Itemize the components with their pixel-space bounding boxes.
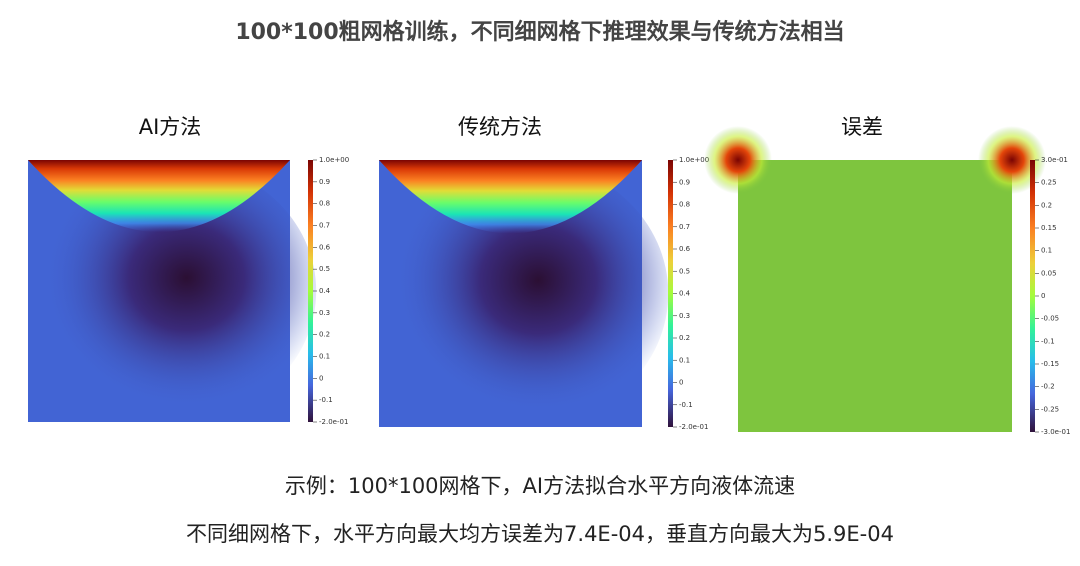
colorbar-label: -0.1 (679, 401, 693, 409)
colorbar-label: 0.5 (319, 265, 330, 273)
caption: 示例：100*100网格下，AI方法拟合水平方向液体流速 (285, 474, 795, 498)
colorbar-label: -0.15 (1041, 360, 1059, 368)
field-core (28, 160, 317, 422)
colorbar-label: -0.25 (1041, 405, 1059, 413)
colorbar-label: 0.2 (319, 331, 330, 339)
colorbar (1030, 160, 1035, 432)
colorbar-label: 0.6 (679, 245, 691, 253)
colorbar-label: 0.7 (319, 222, 330, 230)
colorbar-label: 0.1 (679, 356, 690, 364)
colorbar-label: 0.1 (319, 353, 330, 361)
field-top (379, 160, 642, 234)
colorbar-label: 0.8 (319, 200, 330, 208)
colorbar-label: 0.6 (319, 243, 331, 251)
caption: 不同细网格下，水平方向最大均方误差为7.4E-04，垂直方向最大为5.9E-04 (186, 522, 894, 546)
colorbar-label: 0.3 (319, 309, 330, 317)
colorbar-label: 0.1 (1041, 247, 1052, 255)
colorbar-label: 0 (679, 379, 683, 387)
error-plot (738, 160, 1012, 432)
colorbar-label: 0.05 (1041, 269, 1057, 277)
colorbar-label: -0.2 (1041, 383, 1055, 391)
colorbar-label: -3.0e-01 (1041, 428, 1070, 436)
error-corner (978, 126, 1046, 194)
colorbar-label: 0.15 (1041, 224, 1057, 232)
slide-title: 100*100粗网格训练，不同细网格下推理效果与传统方法相当 (235, 19, 844, 45)
colorbar-label: 0.4 (679, 290, 691, 298)
colorbar-label: 0.25 (1041, 179, 1057, 187)
colorbar-label: 0.2 (1041, 201, 1052, 209)
colorbar-label: 0.4 (319, 287, 331, 295)
colorbar (668, 160, 673, 427)
colorbar-label: -0.1 (319, 396, 333, 404)
panel-title: AI方法 (139, 115, 202, 139)
colorbar (308, 160, 313, 422)
colorbar-label: 0.9 (679, 178, 690, 186)
field-core (379, 160, 669, 427)
panel-title: 误差 (841, 115, 883, 139)
colorbar-label: -2.0e-01 (679, 423, 708, 431)
colorbar-label: 0 (1041, 292, 1045, 300)
colorbar-label: 0.2 (679, 334, 690, 342)
colorbar-label: -2.0e-01 (319, 418, 348, 426)
colorbar-label: 0.8 (679, 201, 690, 209)
colorbar-label: 1.0e+00 (679, 156, 709, 164)
colorbar-label: 0.5 (679, 267, 690, 275)
colorbar-label: 3.0e-01 (1041, 156, 1068, 164)
field-top (28, 160, 290, 233)
colorbar-label: 0.9 (319, 178, 330, 186)
colorbar-label: 1.0e+00 (319, 156, 349, 164)
colorbar-label: 0.3 (679, 312, 690, 320)
colorbar-label: -0.1 (1041, 337, 1055, 345)
panel-title: 传统方法 (458, 115, 542, 139)
colorbar-label: 0.7 (679, 223, 690, 231)
colorbar-label: 0 (319, 374, 323, 382)
error-corner (704, 126, 772, 194)
colorbar-label: -0.05 (1041, 315, 1059, 323)
